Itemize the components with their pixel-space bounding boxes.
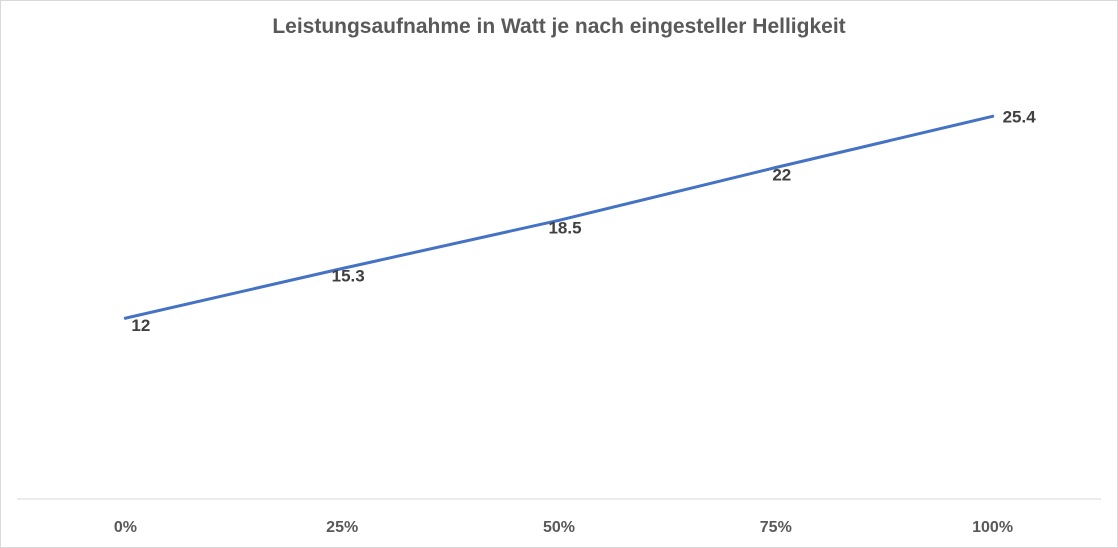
data-label: 25.4 [1003, 107, 1037, 126]
x-tick-label: 50% [543, 519, 575, 536]
x-tick-label: 25% [326, 519, 358, 536]
chart-title: Leistungsaufnahme in Watt je nach einges… [272, 15, 846, 38]
data-label: 15.3 [332, 266, 365, 285]
x-tick-label: 100% [972, 519, 1013, 536]
data-label: 22 [772, 166, 791, 185]
data-point [340, 266, 344, 270]
data-label: 12 [131, 316, 150, 335]
data-point [123, 316, 127, 320]
x-tick-label: 0% [114, 519, 137, 536]
x-tick-label: 75% [760, 519, 792, 536]
series-line [123, 114, 995, 320]
data-point [991, 114, 995, 118]
data-label: 18.5 [548, 218, 581, 237]
data-point [774, 166, 778, 170]
data-point [557, 218, 561, 222]
